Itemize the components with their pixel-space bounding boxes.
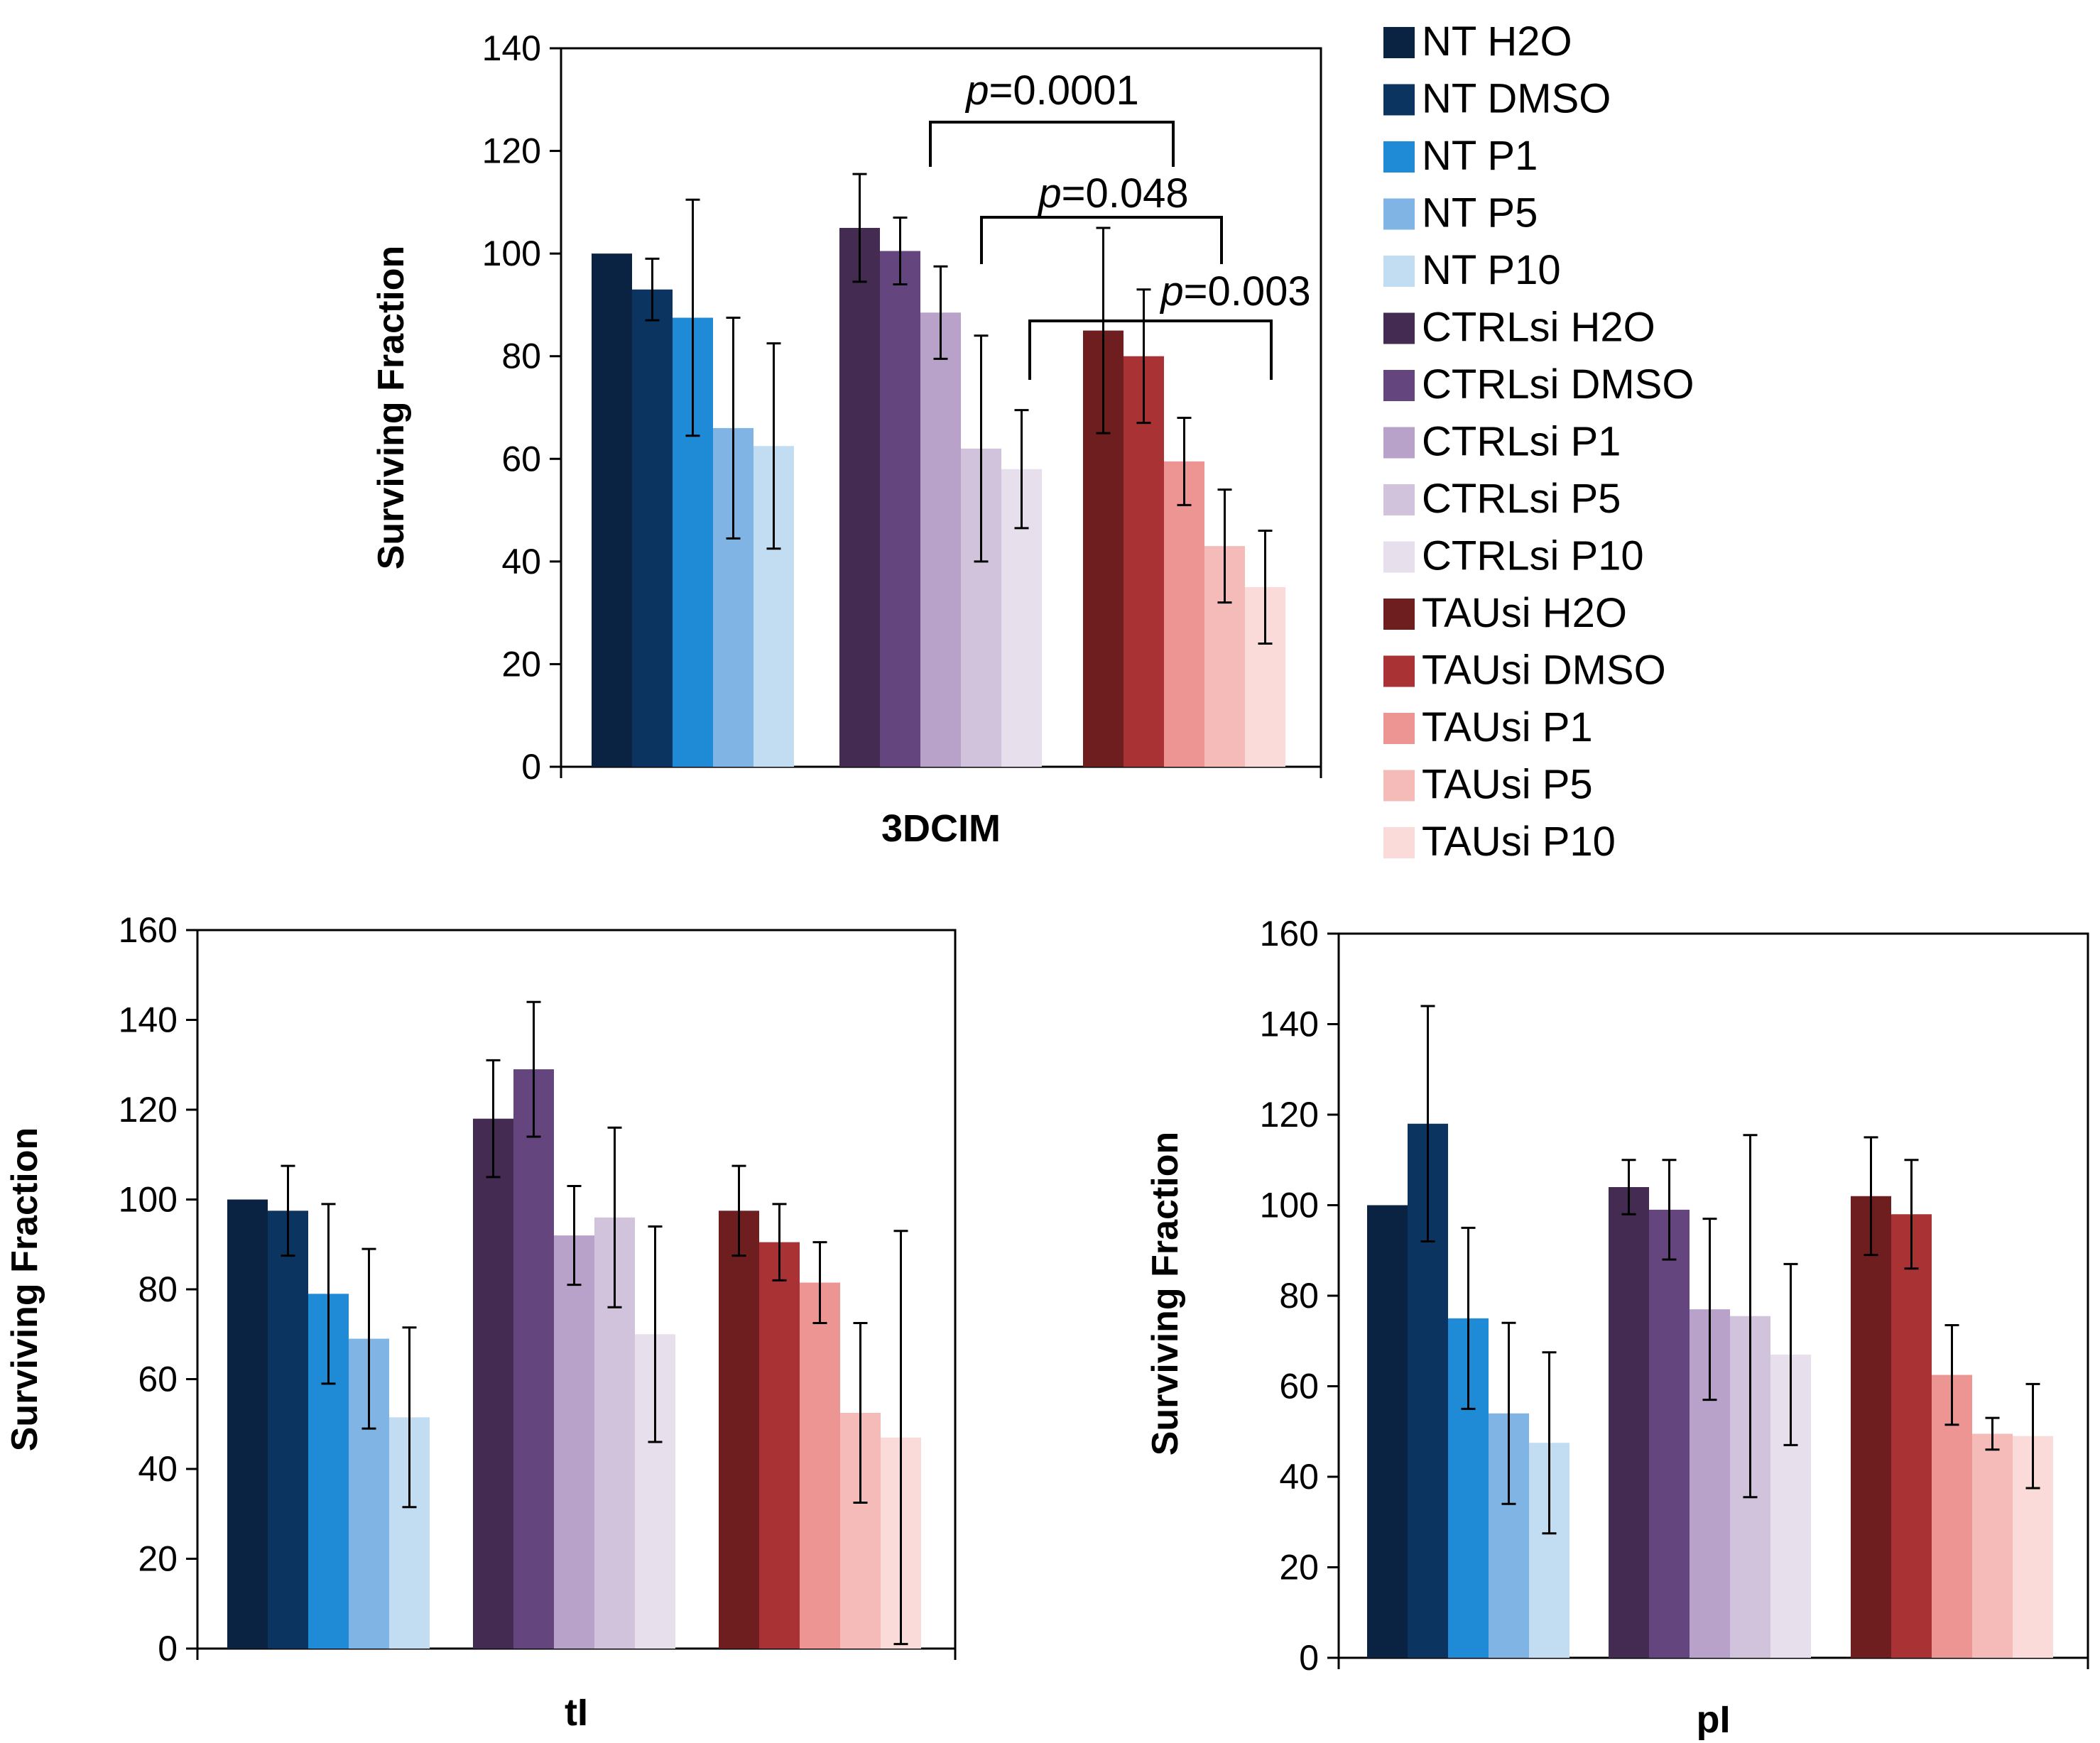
legend-swatch-nt-p10 — [1383, 256, 1415, 287]
y-axis-title: Surviving Fraction — [1145, 1132, 1186, 1456]
legend-label: NT P10 — [1422, 247, 1561, 293]
bar-ctrlsi-dmso — [1649, 1209, 1690, 1658]
legend-label: TAUsi P10 — [1422, 819, 1616, 865]
y-tick-label: 60 — [1279, 1367, 1319, 1406]
significance-bracket — [929, 121, 1175, 167]
bar-tausi-h2o — [1851, 1196, 1891, 1658]
bar-ctrlsi-h2o — [473, 1118, 513, 1649]
bar-tausi-dmso — [1124, 356, 1164, 767]
y-tick-label: 0 — [158, 1629, 178, 1668]
y-tick-label: 160 — [119, 910, 178, 950]
bar-nt-h2o — [227, 1199, 268, 1649]
y-tick-label: 20 — [1279, 1548, 1319, 1588]
legend-swatch-nt-p1 — [1383, 141, 1415, 173]
legend-swatch-nt-p5 — [1383, 198, 1415, 230]
legend-swatch-tausi-p10 — [1383, 827, 1415, 858]
y-tick-label: 0 — [1299, 1638, 1319, 1678]
legend-label: TAUsi DMSO — [1422, 648, 1666, 694]
y-tick-label: 60 — [138, 1360, 178, 1399]
legend-swatch-nt-dmso — [1383, 84, 1415, 116]
y-tick-label: 140 — [482, 28, 541, 68]
legend-label: CTRLsi H2O — [1422, 305, 1655, 351]
category-label: 3DCIM — [881, 807, 1001, 850]
y-tick-label: 100 — [482, 234, 541, 273]
legend: NT H2O NT DMSO NT P1 NT P5 NT P10 CTRLsi H2O C… — [1383, 18, 1694, 865]
legend-label: NT H2O — [1422, 18, 1572, 65]
legend-swatch-ctrlsi-p1 — [1383, 427, 1415, 459]
y-tick-label: 120 — [482, 131, 541, 171]
legend-swatch-nt-h2o — [1383, 27, 1415, 58]
y-tick-label: 40 — [138, 1449, 178, 1489]
legend-swatch-ctrlsi-h2o — [1383, 312, 1415, 344]
legend-label: NT P5 — [1422, 190, 1538, 236]
chart-pI: 0 20 40 60 80 100 120 140 160 Surviving Fraction p… — [1145, 914, 2089, 1741]
y-tick-label: 80 — [501, 337, 541, 376]
bar-nt-dmso — [268, 1211, 308, 1649]
significance-bracket — [980, 216, 1223, 264]
legend-label: TAUsi P5 — [1422, 762, 1593, 808]
y-tick-label: 120 — [119, 1090, 178, 1130]
bar-ctrlsi-p1 — [920, 312, 961, 767]
bar-ctrlsi-dmso — [880, 251, 920, 767]
legend-swatch-ctrlsi-dmso — [1383, 370, 1415, 401]
significance-bracket — [1028, 319, 1273, 380]
bar-tausi-dmso — [759, 1242, 800, 1649]
legend-swatch-ctrlsi-p10 — [1383, 541, 1415, 573]
p-value-label: p=0.003 — [1159, 268, 1310, 315]
legend-swatch-ctrlsi-p5 — [1383, 484, 1415, 515]
bar-ctrlsi-h2o — [1609, 1187, 1649, 1658]
p-value-label: p=0.048 — [1037, 170, 1188, 217]
legend-swatch-tausi-dmso — [1383, 655, 1415, 687]
legend-label: TAUsi P1 — [1422, 704, 1593, 750]
legend-label: CTRLsi DMSO — [1422, 361, 1694, 408]
y-tick-label: 80 — [138, 1269, 178, 1309]
y-tick-label: 40 — [1279, 1457, 1319, 1497]
bar-nt-h2o — [1367, 1205, 1408, 1658]
p-value-label: p=0.0001 — [964, 67, 1139, 114]
legend-label: CTRLsi P1 — [1422, 419, 1621, 465]
bar-tausi-p5 — [1972, 1433, 2013, 1658]
bar-ctrlsi-dmso — [513, 1069, 554, 1649]
y-tick-label: 20 — [501, 644, 541, 684]
y-tick-label: 100 — [1260, 1186, 1319, 1225]
y-tick-label: 160 — [1260, 914, 1319, 954]
legend-label: CTRLsi P10 — [1422, 533, 1644, 579]
legend-label: CTRLsi P5 — [1422, 476, 1621, 522]
y-tick-label: 80 — [1279, 1276, 1319, 1316]
bar-tausi-dmso — [1891, 1214, 1932, 1658]
legend-label: NT DMSO — [1422, 76, 1611, 122]
y-tick-label: 60 — [501, 439, 541, 479]
chart-3DCIM: 0 20 40 60 80 100 120 140 Surviving Fraction 3DCI… — [371, 28, 1322, 850]
y-tick-label: 140 — [119, 1000, 178, 1040]
y-tick-label: 100 — [119, 1180, 178, 1220]
category-label: pI — [1697, 1698, 1731, 1741]
bar-ctrlsi-p1 — [554, 1235, 594, 1649]
legend-swatch-tausi-p5 — [1383, 770, 1415, 802]
category-label: tI — [565, 1691, 588, 1734]
y-tick-label: 0 — [521, 747, 541, 787]
bar-nt-h2o — [592, 253, 632, 767]
legend-swatch-tausi-p1 — [1383, 713, 1415, 744]
bar-ctrlsi-h2o — [839, 228, 880, 767]
bar-tausi-h2o — [719, 1211, 759, 1649]
y-tick-label: 120 — [1260, 1095, 1319, 1135]
legend-label: TAUsi H2O — [1422, 590, 1627, 636]
bar-tausi-p1 — [800, 1282, 840, 1649]
y-tick-label: 20 — [138, 1539, 178, 1579]
y-axis-title: Surviving Fraction — [371, 246, 412, 570]
bar-tausi-p1 — [1164, 461, 1204, 767]
legend-swatch-tausi-h2o — [1383, 599, 1415, 630]
bar-nt-dmso — [632, 289, 673, 767]
y-axis-title: Surviving Fraction — [4, 1127, 45, 1452]
y-tick-label: 40 — [501, 542, 541, 581]
legend-label: NT P1 — [1422, 133, 1538, 179]
y-tick-label: 140 — [1260, 1005, 1319, 1044]
chart-tI: 0 20 40 60 80 100 120 140 160 Surviving Fraction t… — [4, 910, 957, 1734]
